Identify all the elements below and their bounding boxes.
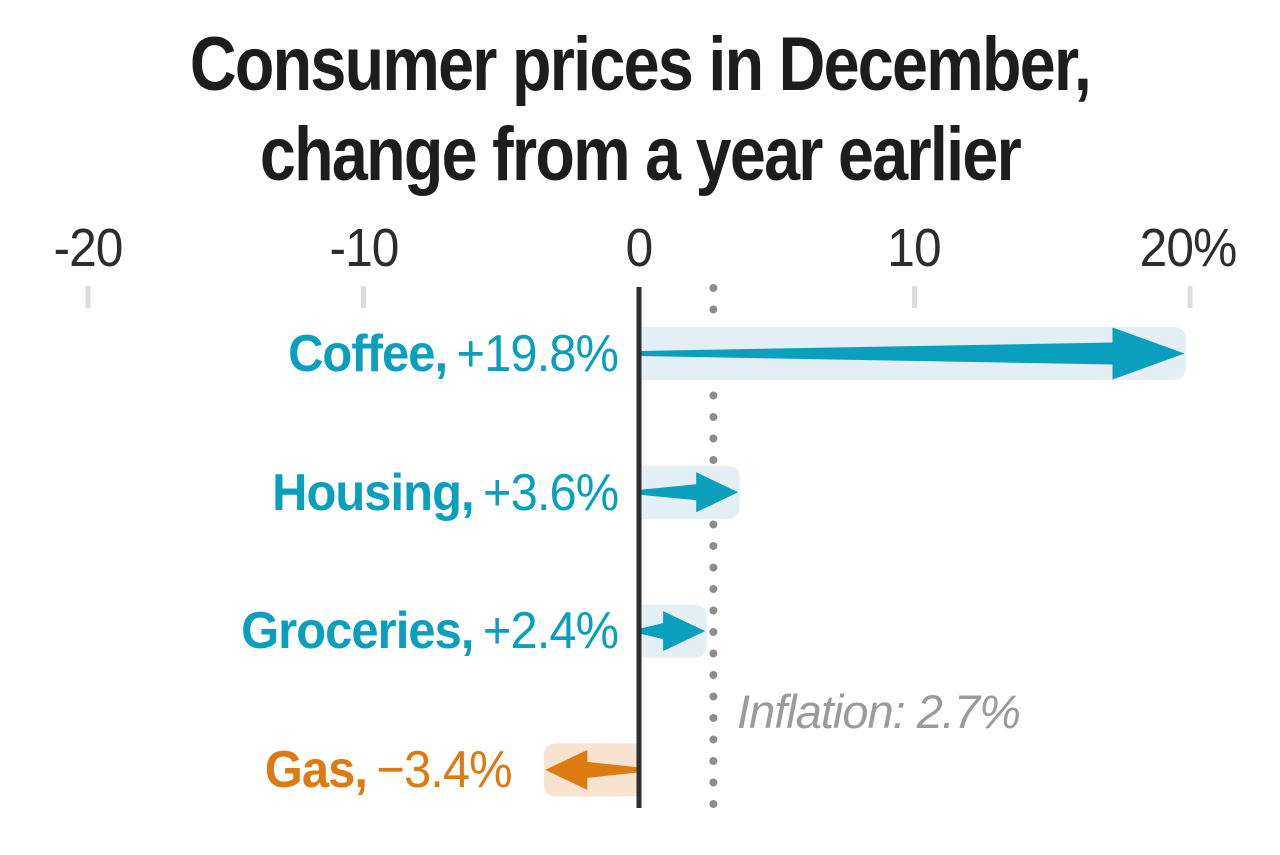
inflation-dotted-line-dot (709, 413, 718, 421)
row-label-groceries: Groceries, +2.4% (240, 597, 619, 665)
category-value-gas: −3.4% (376, 741, 513, 799)
inflation-dotted-line-dot (709, 778, 718, 787)
x-axis-tick-mark (1187, 286, 1193, 308)
category-name-groceries: Groceries, (240, 602, 474, 660)
category-name-gas: Gas, (265, 741, 368, 799)
gas-arrow (545, 749, 638, 790)
category-name-housing: Housing, (271, 464, 474, 522)
inflation-dotted-line-dot (709, 671, 718, 679)
category-value-housing: +3.6% (482, 464, 619, 522)
x-axis-label-10: 10 (887, 218, 941, 278)
inflation-dotted-line-dot (709, 542, 718, 550)
inflation-dotted-line-dot (709, 434, 718, 443)
inflation-dotted-line-dot (709, 692, 718, 701)
x-axis-tick-mark (361, 286, 366, 308)
inflation-dotted-line-dot (709, 520, 718, 529)
inflation-dotted-line-dot (709, 735, 718, 744)
row-label-gas: Gas, −3.4% (265, 736, 513, 804)
inflation-dotted-line-dot (709, 563, 718, 572)
inflation-dotted-line-dot (709, 628, 718, 636)
housing-arrow (640, 472, 739, 513)
inflation-dotted-line-dot (709, 649, 718, 658)
row-label-housing: Housing, +3.6% (271, 459, 619, 527)
category-value-coffee: +19.8% (456, 325, 618, 383)
inflation-reference-label: Inflation: 2.7% (737, 685, 1021, 738)
x-axis-label-zero: 0 (625, 218, 654, 278)
y-axis-zero-line (636, 287, 642, 808)
row-label-coffee: Coffee, +19.8% (288, 320, 619, 388)
chart-title-line-1: Consumer prices in December, (189, 22, 1092, 107)
x-axis-label-20pct: 20% (1139, 218, 1238, 278)
x-axis-label-neg10: -10 (329, 218, 399, 278)
inflation-dotted-line-dot (709, 606, 718, 615)
category-name-coffee: Coffee, (288, 325, 448, 383)
groceries-arrow (640, 611, 706, 652)
inflation-dotted-line-dot (709, 800, 718, 808)
inflation-dotted-line-dot (709, 585, 718, 593)
x-axis-label-neg20: -20 (53, 218, 123, 278)
category-value-groceries: +2.4% (482, 602, 619, 660)
chart-title-line-2: change from a year earlier (259, 112, 1022, 197)
x-axis-tick-mark (912, 286, 917, 308)
coffee-arrow (640, 327, 1185, 380)
inflation-dotted-line-dot (709, 305, 718, 314)
inflation-dotted-line-dot (709, 284, 718, 292)
inflation-dotted-line-dot (709, 456, 718, 464)
inflation-dotted-line-dot (709, 391, 718, 400)
x-axis-tick-mark (85, 286, 91, 308)
inflation-dotted-line-dot (709, 714, 718, 722)
inflation-dotted-line-dot (709, 757, 718, 765)
